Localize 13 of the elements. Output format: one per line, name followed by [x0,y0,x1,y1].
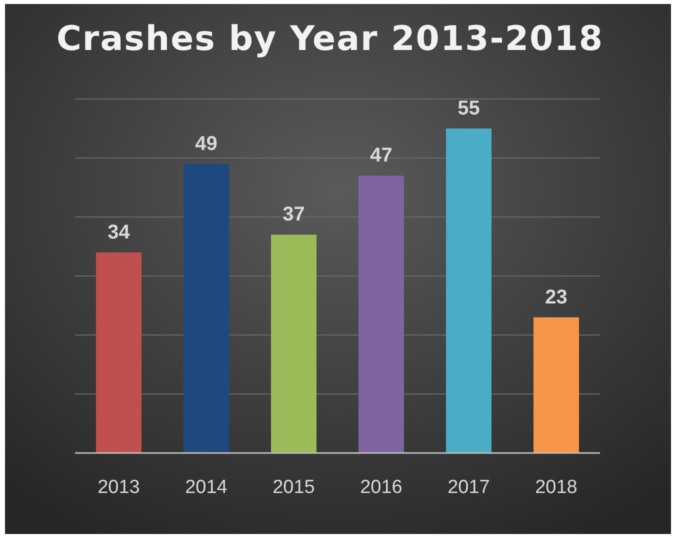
x-tick-label: 2016 [360,477,402,498]
x-tick-label: 2015 [272,477,315,498]
x-tick-label: 2014 [185,477,228,498]
x-tick-label: 2013 [98,477,140,498]
data-label: 23 [545,286,568,308]
x-tick-label: 2018 [535,477,578,498]
data-label: 34 [108,221,131,244]
chart-title: Crashes by Year 2013-2018 [56,19,604,59]
data-label: 37 [282,204,305,226]
data-label: 47 [370,144,392,167]
data-label: 49 [195,132,218,155]
x-tick-label: 2017 [448,477,490,498]
data-label: 55 [458,98,480,120]
